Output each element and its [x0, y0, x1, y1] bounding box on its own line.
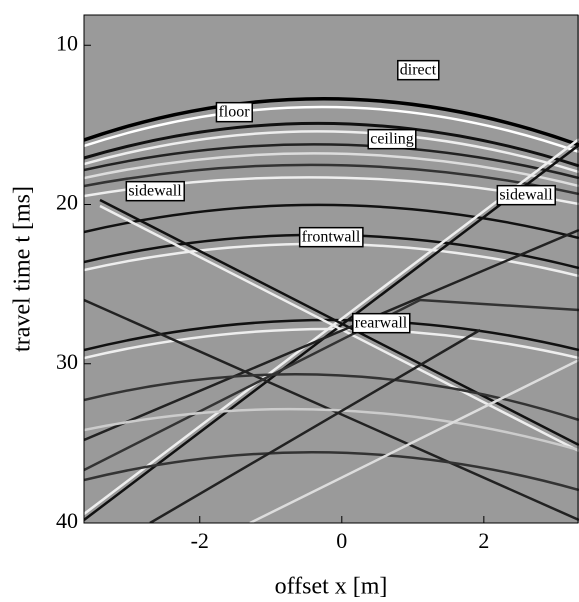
gather-image [84, 15, 579, 523]
annotation: floor [215, 101, 253, 123]
annotation: direct [397, 59, 440, 81]
annotation-label: frontwall [302, 229, 361, 246]
annotation-label: sidewall [128, 183, 182, 200]
annotation: frontwall [298, 226, 364, 248]
annotation-label: sidewall [499, 187, 553, 204]
annotation-label: ceiling [370, 131, 414, 148]
annotation-box [397, 59, 440, 81]
plot-frame [83, 14, 579, 524]
annotation-box [352, 312, 411, 334]
x-axis-label: offset x [m] [275, 574, 388, 600]
annotation-label: floor [218, 104, 250, 121]
y-tick-label: 20 [56, 190, 78, 215]
annotation-label: rearwall [355, 315, 408, 332]
x-tick-label: 0 [336, 528, 347, 553]
annotation: rearwall [352, 312, 411, 334]
annotation-label: direct [400, 62, 437, 79]
annotation: ceiling [367, 128, 417, 150]
annotation-box [367, 128, 417, 150]
x-tick-label: 2 [478, 528, 489, 553]
y-tick-label: 30 [56, 349, 78, 374]
annotation: sidewall [496, 184, 556, 206]
y-tick-label: 40 [56, 508, 78, 533]
y-axis-label: travel time t [ms] [10, 186, 36, 352]
annotation-box [125, 180, 185, 202]
annotation-box [215, 101, 253, 123]
x-tick-label: -2 [191, 528, 209, 553]
annotation-box [298, 226, 364, 248]
y-tick-label: 10 [56, 30, 78, 55]
annotation: sidewall [125, 180, 185, 202]
annotation-box [496, 184, 556, 206]
